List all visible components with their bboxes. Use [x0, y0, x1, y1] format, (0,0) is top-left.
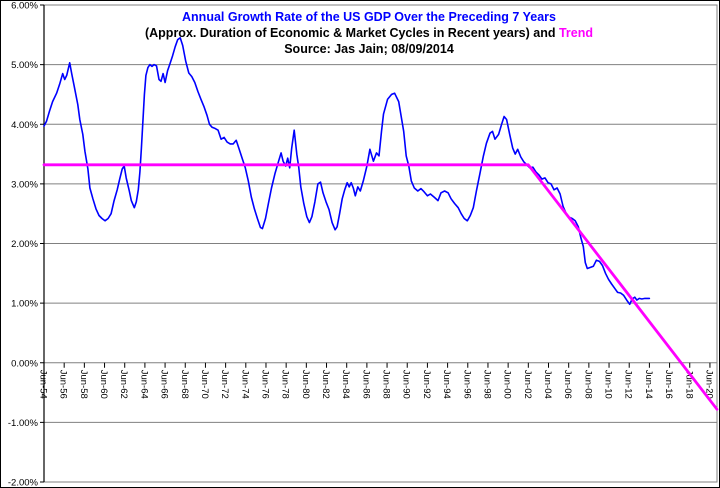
x-tick-label: Jun-06 [562, 370, 573, 399]
x-tick-label: Jun-92 [421, 370, 432, 399]
x-tick-label: Jun-94 [441, 370, 452, 399]
x-tick-label: Jun-84 [340, 370, 351, 399]
x-tick-label: Jun-12 [623, 370, 634, 399]
x-tick-label: Jun-74 [239, 370, 250, 399]
y-tick-label: -1.00% [8, 418, 39, 429]
trend-line [42, 163, 719, 411]
x-tick-label: Jun-90 [401, 370, 412, 399]
x-tick-label: Jun-66 [159, 370, 170, 399]
x-tick-label: Jun-20 [703, 370, 714, 399]
x-tick-label: Jun-00 [502, 370, 513, 399]
x-tick-label: Jun-72 [219, 370, 230, 399]
y-tick-label: 5.00% [11, 60, 38, 71]
x-tick-label: Jun-08 [582, 370, 593, 399]
x-tick-label: Jun-78 [280, 370, 291, 399]
y-tick-label: 6.00% [11, 1, 38, 12]
y-tick-label: -2.00% [8, 478, 39, 488]
y-tick-label: 3.00% [11, 179, 38, 190]
x-tick-label: Jun-86 [360, 370, 371, 399]
y-tick-label: 4.00% [11, 120, 38, 131]
x-tick-label: Jun-60 [98, 370, 109, 399]
x-tick-label: Jun-64 [138, 370, 149, 399]
x-tick-label: Jun-68 [179, 370, 190, 399]
x-tick-label: Jun-14 [643, 370, 654, 399]
x-tick-label: Jun-56 [58, 370, 69, 399]
x-tick-label: Jun-58 [78, 370, 89, 399]
x-tick-label: Jun-98 [481, 370, 492, 399]
x-tick-label: Jun-70 [199, 370, 210, 399]
x-tick-label: Jun-10 [603, 370, 614, 399]
x-tick-label: Jun-18 [683, 370, 694, 399]
x-tick-label: Jun-02 [522, 370, 533, 399]
y-tick-label: 0.00% [11, 358, 38, 369]
x-tick-label: Jun-04 [542, 370, 553, 399]
x-tick-label: Jun-96 [461, 370, 472, 399]
y-tick-label: 2.00% [11, 239, 38, 250]
x-tick-label: Jun-88 [381, 370, 392, 399]
x-tick-label: Jun-54 [38, 370, 49, 399]
x-tick-label: Jun-80 [300, 370, 311, 399]
x-tick-label: Jun-16 [663, 370, 674, 399]
y-tick-label: 1.00% [11, 299, 38, 310]
x-tick-label: Jun-62 [118, 370, 129, 399]
x-tick-label: Jun-82 [320, 370, 331, 399]
gdp-growth-line [43, 36, 651, 306]
x-tick-label: Jun-76 [259, 370, 270, 399]
